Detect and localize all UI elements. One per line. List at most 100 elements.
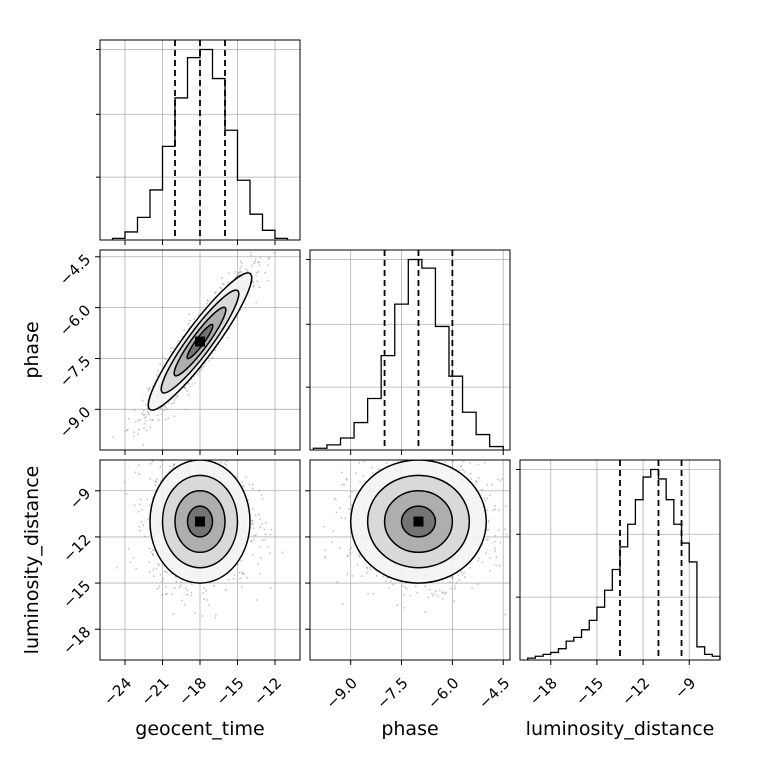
sample-point	[444, 592, 447, 595]
sample-point	[145, 429, 148, 432]
sample-point	[488, 557, 491, 560]
sample-point	[477, 463, 480, 466]
sample-point	[441, 452, 443, 454]
sample-point	[358, 461, 361, 464]
sample-point	[205, 589, 208, 592]
contour-line	[383, 490, 454, 554]
sample-point	[186, 589, 189, 592]
sample-point	[127, 417, 130, 420]
sample-point	[250, 271, 253, 274]
sample-point	[563, 549, 565, 551]
sample-point	[460, 465, 463, 467]
sample-point	[232, 456, 234, 458]
sample-point	[333, 497, 336, 500]
sample-point	[494, 508, 497, 511]
sample-point	[141, 399, 144, 402]
sample-point	[139, 419, 142, 421]
sample-point	[259, 526, 262, 529]
panel-border	[309, 459, 511, 661]
sample-point	[436, 594, 439, 597]
sample-point	[366, 567, 369, 570]
sample-point	[198, 370, 201, 373]
sample-point	[409, 594, 412, 597]
sample-point	[123, 481, 126, 484]
sample-point	[183, 329, 186, 332]
sample-point	[143, 417, 146, 419]
sample-point	[436, 456, 438, 458]
sample-point	[389, 448, 391, 450]
sample-point	[207, 604, 210, 607]
sample-point	[167, 402, 170, 404]
sample-point	[246, 270, 249, 272]
sample-point	[133, 504, 136, 507]
sample-point	[497, 478, 499, 481]
sample-point	[377, 468, 380, 470]
sample-point	[161, 580, 164, 583]
sample-point	[264, 271, 267, 274]
sample-point	[504, 505, 507, 508]
sample-point	[153, 575, 155, 578]
scatter-geocent_time-vs-luminosity_distance	[99, 437, 301, 661]
sample-point	[148, 571, 151, 573]
sample-point	[359, 480, 361, 483]
sample-point	[497, 529, 500, 532]
sample-point	[134, 471, 137, 474]
sample-point	[392, 583, 394, 586]
sample-point	[238, 571, 241, 574]
sample-point	[264, 521, 267, 524]
sample-point	[499, 479, 502, 482]
sample-point	[211, 357, 214, 360]
sample-point	[194, 612, 196, 614]
sample-point	[439, 589, 441, 592]
sample-point	[148, 413, 150, 416]
x-tick-label: −6.0	[424, 674, 462, 712]
sample-point	[214, 349, 217, 352]
sample-point	[169, 347, 172, 350]
sample-point	[206, 300, 209, 302]
sample-point	[187, 394, 190, 396]
histogram-phase	[306, 249, 511, 451]
sample-point	[223, 462, 226, 465]
sample-point	[442, 453, 444, 455]
sample-point	[159, 573, 162, 576]
sample-point	[256, 563, 259, 565]
sample-point	[188, 319, 191, 322]
sample-point	[202, 592, 205, 594]
sample-point	[453, 600, 456, 602]
sample-point	[381, 455, 383, 457]
x-tick-label: −12	[618, 674, 653, 709]
contour-line	[149, 460, 251, 584]
panel-content	[116, 437, 284, 619]
sample-point	[453, 585, 456, 587]
sample-point	[356, 563, 359, 566]
sample-point	[154, 484, 157, 487]
sample-point	[349, 552, 352, 555]
sample-point	[239, 260, 242, 263]
sample-point	[219, 437, 221, 439]
x-tick-label: −18	[175, 674, 210, 709]
sample-point	[234, 271, 237, 273]
sample-point	[475, 480, 478, 482]
sample-point	[437, 455, 439, 457]
sample-point	[210, 456, 212, 458]
sample-point	[395, 444, 397, 446]
sample-point	[498, 564, 501, 567]
sample-point	[181, 335, 184, 338]
contour-line	[174, 490, 226, 554]
sample-point	[141, 508, 144, 511]
x-tick-label: −15	[572, 674, 607, 709]
sample-point	[487, 521, 490, 524]
sample-point	[249, 251, 252, 254]
sample-point	[251, 487, 254, 490]
sample-point	[242, 485, 245, 488]
x-tick-label: −18	[526, 674, 561, 709]
sample-point	[213, 292, 216, 294]
sample-point	[176, 395, 179, 398]
sample-point	[194, 457, 196, 459]
sample-point	[124, 430, 126, 433]
sample-point	[494, 550, 497, 552]
sample-point	[260, 493, 263, 496]
sample-point	[255, 274, 258, 277]
sample-point	[173, 399, 176, 402]
x-tick-label: −7.5	[373, 674, 411, 712]
